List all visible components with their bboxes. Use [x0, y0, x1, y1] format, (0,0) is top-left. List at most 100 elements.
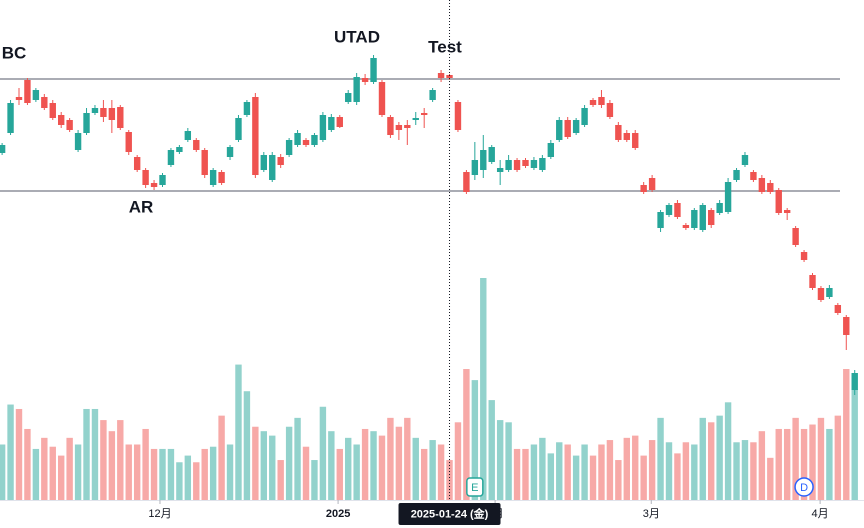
volume-bar	[108, 431, 116, 500]
candle-body	[150, 183, 158, 187]
candle-body	[167, 150, 175, 165]
candle-body	[480, 150, 487, 170]
volume-pane	[0, 278, 858, 500]
volume-bar	[437, 444, 445, 500]
volume-bar	[66, 437, 73, 500]
volume-bar	[311, 460, 318, 500]
candle-body	[758, 178, 766, 192]
candle-body	[598, 97, 605, 105]
candle-body	[15, 97, 23, 100]
volume-bar	[708, 422, 715, 500]
candle-body	[100, 108, 107, 117]
candle-body	[834, 305, 842, 313]
crosshair-label: 2025-01-24 (金)	[411, 506, 489, 520]
candle-body	[809, 275, 816, 288]
candle-body	[817, 288, 825, 300]
candle-body	[564, 120, 571, 137]
volume-bar	[193, 462, 200, 500]
volume-bar	[395, 426, 403, 500]
candle-body	[463, 172, 470, 192]
candle-body	[429, 90, 436, 100]
event-marker	[466, 477, 484, 497]
candle-body	[513, 160, 521, 170]
volume-bar	[260, 431, 268, 500]
volume-bar	[615, 460, 622, 500]
volume-bar	[269, 435, 276, 500]
candle-body	[277, 157, 284, 165]
volume-bar	[606, 440, 614, 500]
candle-body	[176, 147, 183, 152]
candle-body	[640, 185, 647, 192]
candle-body	[505, 160, 512, 170]
volume-bar	[513, 448, 521, 500]
volume-bar	[252, 426, 259, 500]
volume-bar	[522, 448, 529, 500]
candle-body	[648, 178, 656, 190]
candle-body	[708, 210, 715, 225]
candle-body	[657, 212, 664, 228]
candle-body	[699, 205, 706, 230]
volume-bar	[783, 428, 791, 500]
x-tick-label: 4月	[812, 508, 829, 520]
candle-body	[387, 117, 394, 135]
volume-bar	[640, 455, 647, 500]
volume-bar	[150, 448, 158, 500]
candle-body	[66, 120, 73, 130]
candle-body	[767, 183, 774, 192]
candle-body	[209, 170, 217, 185]
x-tick-label: 12月	[148, 508, 171, 520]
x-tick-label: 3月	[643, 508, 660, 520]
volume-bar	[691, 444, 698, 500]
volume-bar	[463, 369, 470, 500]
volume-bar	[682, 442, 690, 500]
candle-body	[826, 288, 833, 297]
candle-body	[572, 120, 580, 133]
volume-bar	[851, 389, 858, 500]
volume-bar	[505, 422, 512, 500]
volume-bar	[572, 455, 580, 500]
volume-bar	[699, 417, 706, 500]
volume-bar	[49, 446, 56, 500]
annotation: Test	[428, 37, 462, 56]
volume-bar	[319, 406, 327, 500]
candle-body	[184, 131, 192, 140]
candle-body	[724, 182, 732, 212]
event-label: E	[471, 482, 478, 494]
volume-bar	[429, 440, 436, 500]
candle-body	[235, 118, 242, 140]
candle-body	[615, 125, 622, 140]
volume-bar	[218, 415, 225, 500]
price-pane	[0, 55, 858, 395]
candle-body	[496, 168, 504, 172]
volume-bar	[834, 415, 842, 500]
event-label: D	[800, 482, 808, 494]
volume-bar	[83, 408, 90, 500]
volume-bar	[0, 444, 6, 500]
candle-body	[345, 93, 352, 102]
volume-bar	[539, 437, 546, 500]
annotation: UTAD	[334, 27, 380, 46]
volume-bar	[361, 428, 369, 500]
annotation: AR	[129, 197, 154, 216]
candle-body	[851, 373, 858, 390]
volume-bar	[226, 444, 234, 500]
candle-body	[49, 103, 56, 118]
candle-body	[632, 133, 639, 148]
volume-bar	[58, 455, 65, 500]
volume-bar	[589, 455, 597, 500]
candle-body	[556, 120, 563, 140]
candle-body	[547, 143, 555, 157]
candle-body	[117, 107, 124, 128]
candle-body	[783, 210, 791, 213]
candle-body	[311, 135, 318, 145]
volume-bar	[142, 428, 149, 500]
volume-bar	[598, 444, 605, 500]
candle-body	[800, 252, 808, 260]
volume-bar	[809, 424, 816, 500]
volume-bar	[117, 420, 124, 500]
candle-body	[58, 115, 65, 125]
candle-body	[395, 125, 403, 130]
volume-bar	[488, 400, 495, 500]
candle-body	[294, 133, 301, 145]
